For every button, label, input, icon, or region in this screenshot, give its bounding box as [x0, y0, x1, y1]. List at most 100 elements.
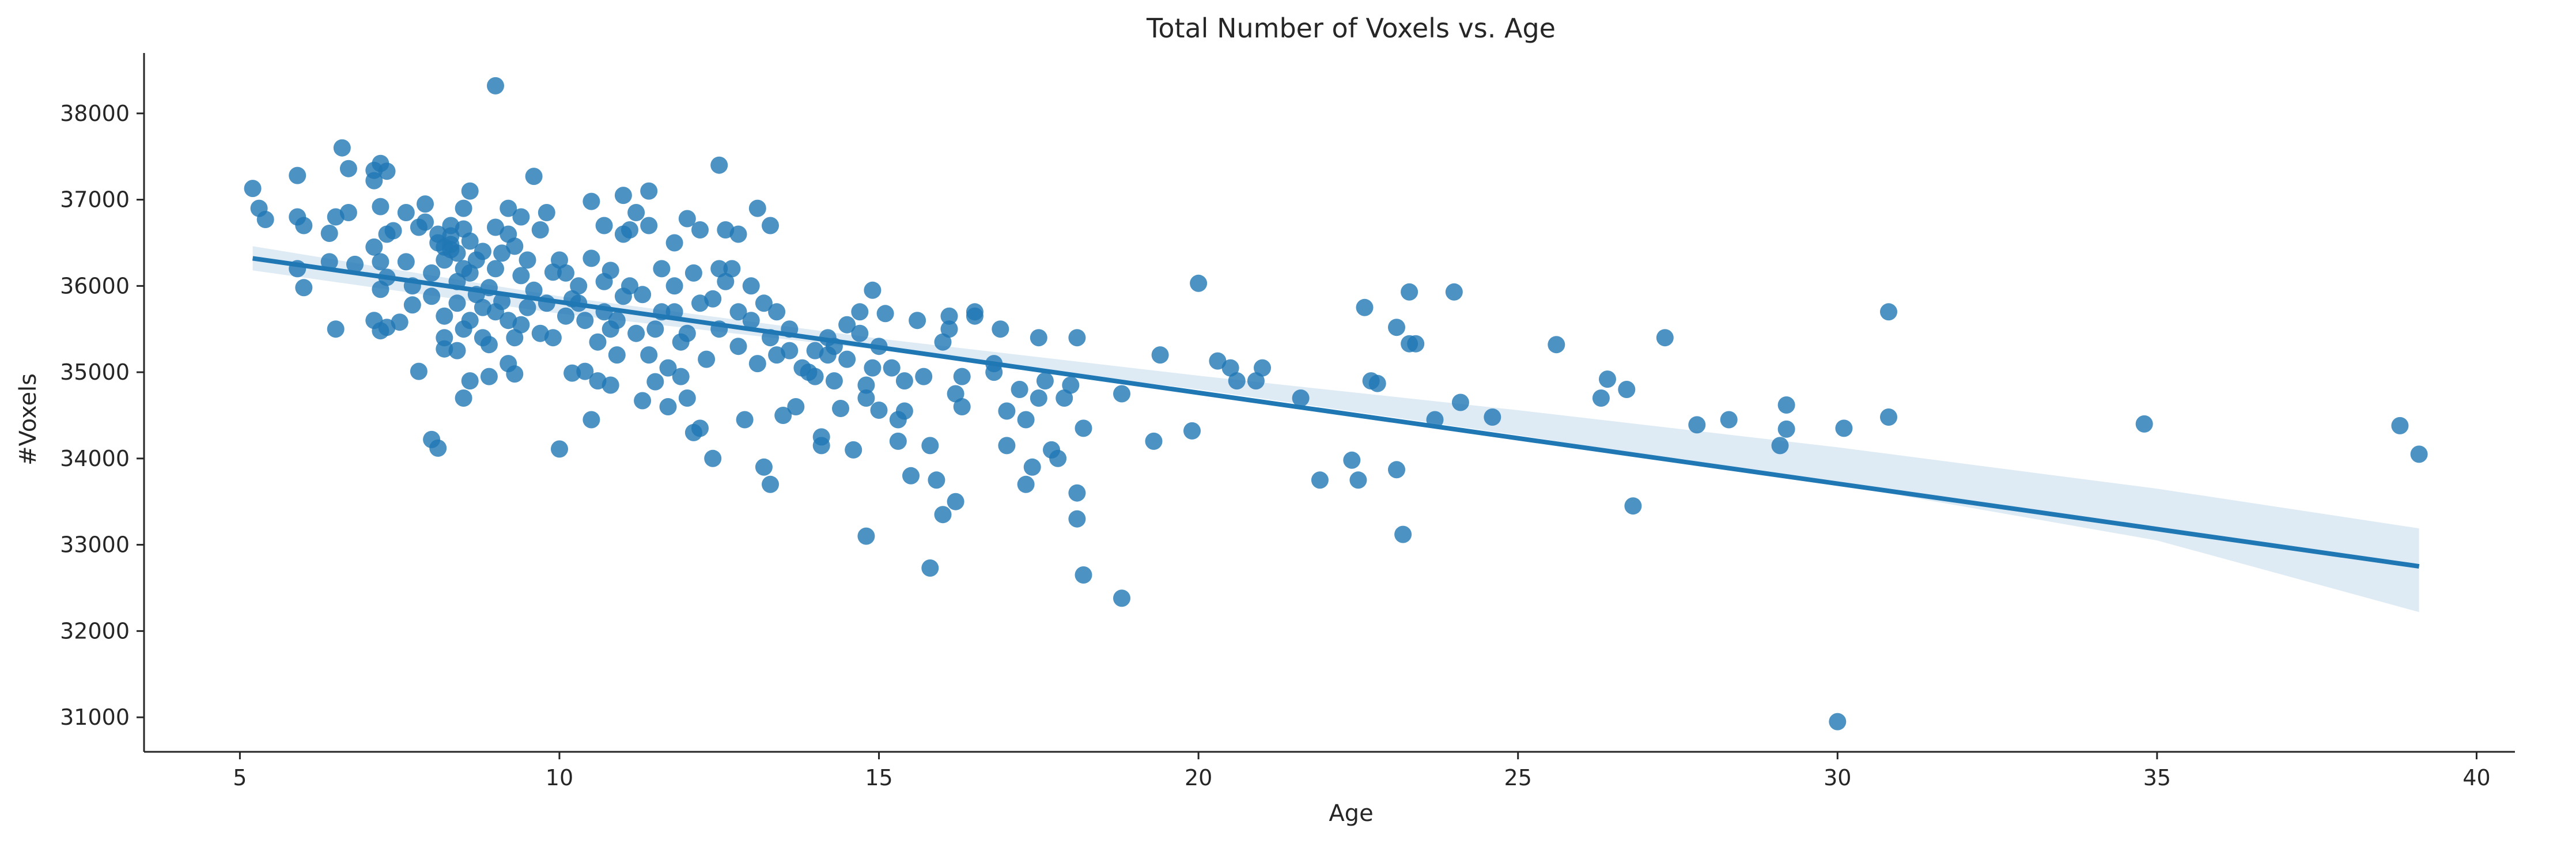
data-point	[448, 244, 466, 262]
data-point	[372, 281, 389, 298]
data-point	[710, 156, 728, 174]
data-point	[704, 290, 722, 308]
data-point	[1190, 274, 1208, 292]
data-point	[582, 192, 600, 210]
data-point	[333, 139, 351, 157]
x-axis-label: Age	[1329, 800, 1373, 827]
data-point	[519, 298, 536, 316]
data-point	[1221, 359, 1239, 377]
data-point	[436, 307, 453, 325]
data-point	[774, 407, 792, 424]
data-point	[640, 217, 658, 234]
data-point	[1017, 475, 1035, 493]
data-point	[621, 277, 638, 295]
data-point	[512, 316, 530, 334]
data-point	[1113, 385, 1130, 403]
data-point	[762, 217, 779, 234]
x-tick-label: 40	[2462, 765, 2490, 790]
data-point	[902, 467, 920, 485]
data-point	[244, 180, 262, 198]
data-point	[2391, 417, 2409, 434]
y-tick-label: 31000	[60, 705, 130, 730]
chart-title: Total Number of Voxels vs. Age	[1146, 13, 1556, 44]
axes: 5 10 15 20 25 30 35 40 31000 32000 33000 34000 35000…	[60, 53, 2515, 790]
y-tick-label: 36000	[60, 273, 130, 298]
data-point	[538, 204, 555, 221]
data-point	[461, 264, 479, 282]
data-point	[429, 439, 447, 457]
data-point	[1720, 411, 1738, 429]
data-point	[480, 368, 498, 385]
data-point	[1056, 389, 1073, 407]
data-point	[487, 77, 504, 94]
data-point	[665, 277, 683, 295]
data-point	[1151, 346, 1169, 364]
data-point	[851, 324, 869, 342]
data-point	[320, 253, 338, 271]
data-point	[1062, 376, 1080, 394]
data-point	[1451, 393, 1469, 411]
data-point	[634, 286, 652, 304]
data-point	[1075, 419, 1092, 437]
data-point	[423, 264, 441, 282]
data-point	[448, 294, 466, 312]
data-point	[1017, 411, 1035, 429]
data-point	[493, 244, 511, 262]
data-point	[634, 392, 652, 410]
data-point	[762, 475, 779, 493]
data-point	[755, 294, 773, 312]
data-point	[998, 437, 1016, 455]
data-point	[889, 432, 907, 450]
data-point	[289, 166, 307, 184]
data-point	[659, 359, 677, 377]
data-point	[372, 253, 389, 271]
data-point	[627, 204, 645, 221]
data-point	[883, 359, 901, 377]
y-tick-label: 33000	[60, 532, 130, 558]
data-point	[921, 559, 939, 577]
x-tick-label: 25	[1504, 765, 1532, 790]
data-point	[1880, 408, 1897, 426]
y-tick-label: 32000	[60, 618, 130, 644]
data-point	[448, 342, 466, 359]
data-point	[372, 198, 389, 215]
data-point	[525, 168, 543, 186]
data-point	[717, 272, 735, 290]
data-point	[640, 182, 658, 200]
data-point	[455, 389, 472, 407]
data-point	[391, 313, 408, 331]
data-point	[1311, 471, 1329, 489]
data-point	[742, 312, 760, 330]
data-point	[339, 160, 357, 177]
data-point	[998, 402, 1016, 420]
data-point	[295, 217, 313, 234]
data-point	[870, 402, 888, 419]
data-point	[487, 218, 504, 236]
data-point	[531, 221, 549, 239]
data-point	[1656, 329, 1674, 347]
data-point	[1880, 303, 1897, 321]
data-point	[729, 338, 747, 355]
data-point	[729, 303, 747, 321]
data-point	[748, 355, 766, 373]
data-point	[461, 182, 479, 200]
data-point	[608, 346, 626, 364]
data-point	[953, 368, 971, 385]
data-point	[2410, 445, 2428, 463]
data-point	[966, 303, 984, 321]
x-tick-label: 35	[2143, 765, 2171, 790]
data-point	[461, 372, 479, 390]
data-point	[1145, 432, 1163, 450]
data-point	[940, 320, 958, 338]
data-point	[1401, 283, 1418, 301]
data-point	[1049, 449, 1067, 467]
data-point	[1292, 389, 1310, 407]
data-point	[595, 217, 613, 234]
confidence-band	[252, 246, 2419, 612]
data-point	[423, 287, 441, 305]
data-point	[563, 364, 581, 382]
data-point	[506, 237, 524, 255]
data-point	[787, 398, 805, 415]
y-tick-label: 38000	[60, 101, 130, 126]
